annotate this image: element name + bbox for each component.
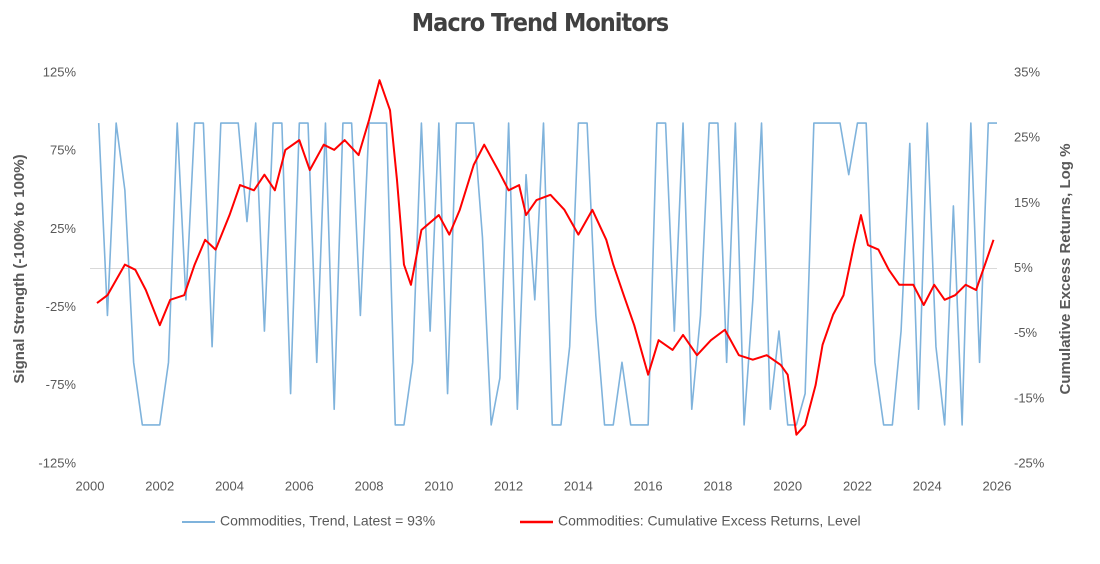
y2-axis-title: Cumulative Excess Returns, Log % [1057, 144, 1074, 395]
legend-label: Commodities, Trend, Latest = 93% [220, 513, 435, 529]
x-tick-label: 2006 [285, 478, 314, 493]
series-line [96, 79, 995, 436]
x-tick-label: 2002 [145, 478, 174, 493]
x-tick-label: 2014 [564, 478, 593, 493]
y2-tick-label: 15% [1014, 195, 1040, 210]
x-tick-label: 2012 [494, 478, 523, 493]
x-tick-label: 2020 [773, 478, 802, 493]
chart-title: Macro Trend Monitors [412, 8, 669, 37]
y-tick-label: 125% [43, 64, 77, 79]
x-tick-label: 2004 [215, 478, 244, 493]
x-tick-label: 2022 [843, 478, 872, 493]
y2-tick-label: 35% [1014, 64, 1040, 79]
y2-tick-label: -15% [1014, 390, 1045, 405]
x-tick-label: 2010 [424, 478, 453, 493]
y-tick-label: -25% [46, 299, 77, 314]
y2-tick-label: -5% [1014, 325, 1038, 340]
y-tick-label: -125% [38, 455, 76, 470]
x-tick-label: 2018 [703, 478, 732, 493]
series-line [97, 122, 997, 426]
y2-tick-label: -25% [1014, 455, 1045, 470]
y-axis-title: Signal Strength (-100% to 100%) [11, 154, 28, 383]
x-tick-label: 2026 [983, 478, 1012, 493]
x-tick-label: 2016 [634, 478, 663, 493]
y-tick-label: -75% [46, 377, 77, 392]
y-tick-label: 75% [50, 143, 76, 158]
y2-tick-label: 5% [1014, 260, 1033, 275]
legend-label: Commodities: Cumulative Excess Returns, … [558, 513, 861, 529]
x-tick-label: 2024 [913, 478, 942, 493]
x-tick-label: 2000 [76, 478, 105, 493]
x-tick-label: 2008 [355, 478, 384, 493]
y2-tick-label: 25% [1014, 130, 1040, 145]
y-tick-label: 25% [50, 221, 76, 236]
